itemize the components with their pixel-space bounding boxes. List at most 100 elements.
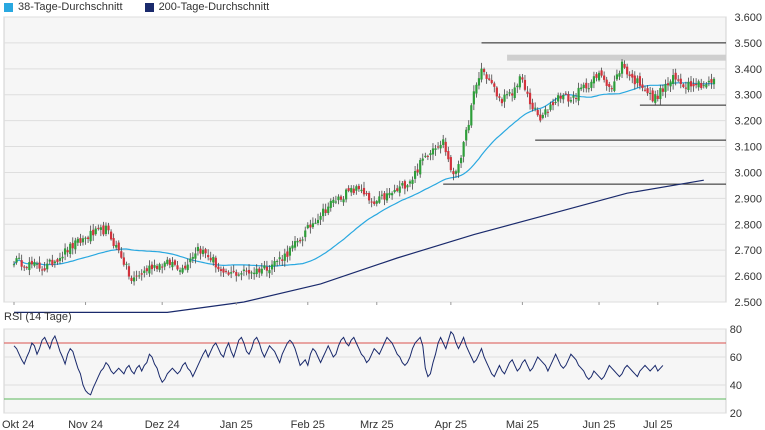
candle-body [293, 241, 297, 248]
candle-body [447, 151, 450, 160]
candle-body [559, 95, 562, 99]
candle [122, 252, 125, 267]
price-tick-label: 2.900 [734, 193, 762, 205]
candle-body [204, 249, 207, 254]
candle-body [345, 189, 348, 200]
candle [393, 184, 396, 194]
candle-body [626, 66, 629, 75]
candle [368, 191, 371, 204]
candle [454, 169, 458, 178]
candle [270, 260, 274, 275]
candle-body [431, 148, 435, 155]
candle-body [498, 96, 501, 98]
candle [46, 258, 49, 273]
candles [12, 59, 716, 286]
candle [705, 82, 708, 89]
candle [161, 263, 164, 274]
candle [260, 262, 263, 276]
candle [419, 157, 422, 178]
candle-body [539, 114, 542, 121]
candle [117, 240, 120, 254]
candle [482, 67, 486, 76]
candle-body [260, 268, 263, 274]
candle [375, 199, 378, 207]
candle-body [20, 260, 23, 267]
candle-body [135, 275, 138, 277]
price-tick-label: 3.600 [734, 12, 762, 24]
candle-body [513, 87, 516, 99]
candle-body [544, 109, 547, 115]
candle-body [115, 244, 118, 248]
price-tick-label: 3.500 [734, 38, 762, 50]
candle-body [342, 199, 345, 203]
candle [28, 257, 31, 276]
candle-body [306, 225, 309, 229]
candle-body [391, 193, 394, 196]
candle [186, 258, 189, 273]
x-axis: Okt 24 Nov 24 Dez 24 Jan 25 Feb 25 Mrz 25 Apr … [2, 302, 672, 430]
candle-body [620, 61, 624, 74]
candle-body [485, 74, 488, 79]
candle-body [222, 268, 225, 273]
candle [296, 238, 299, 247]
candle-body [692, 83, 695, 87]
candle-body [291, 245, 294, 249]
candle-body [176, 265, 179, 270]
candle-body [368, 193, 371, 201]
candle-body [408, 181, 412, 184]
candle [99, 224, 102, 237]
candle-body [562, 95, 565, 100]
candle-body [659, 88, 662, 100]
price-tick-label: 3.400 [734, 64, 762, 76]
x-tick-label: Nov 24 [68, 419, 103, 430]
candle-body [664, 84, 667, 92]
legend-item-sma200[interactable]: 200-Tage-Durchschnitt [144, 1, 269, 13]
candle [222, 266, 225, 277]
candle [306, 222, 309, 230]
candle-body [608, 84, 611, 87]
candle-body [122, 257, 125, 265]
candle-body [564, 93, 567, 95]
candle-body [352, 188, 355, 194]
candle [324, 203, 327, 217]
candle-body [79, 238, 82, 243]
candle-body [674, 72, 677, 80]
candle [273, 256, 276, 273]
candle [209, 251, 212, 263]
candle-body [339, 196, 343, 200]
candle-body [679, 78, 682, 84]
candle-body [449, 157, 452, 171]
candle-body [631, 73, 634, 78]
chart-legend: 38-Tage-Durchschnitt 200-Tage-Durchschni… [4, 1, 269, 13]
legend-item-sma38[interactable]: 38-Tage-Durchschnitt [4, 1, 123, 13]
candle-body [587, 88, 590, 90]
candle-body [413, 171, 417, 179]
candle [23, 265, 26, 272]
candle [620, 59, 624, 78]
candle-body [526, 91, 529, 94]
candle [347, 185, 350, 193]
candle-body [710, 79, 713, 83]
legend-swatch-sma200 [144, 2, 154, 12]
price-panel: 3.600 3.500 3.400 3.300 3.200 3.100 3.000 2.900… [3, 12, 762, 313]
candle-body [99, 227, 102, 230]
candle-body [214, 257, 217, 268]
candle [339, 194, 343, 202]
candle [712, 77, 716, 90]
candle [503, 89, 506, 108]
legend-swatch-sma38 [4, 2, 13, 12]
candle-body [199, 248, 202, 254]
candle-body [697, 81, 700, 88]
candle [569, 96, 573, 104]
candle [505, 90, 509, 99]
candle-body [569, 100, 573, 102]
candle [217, 262, 220, 272]
candle [411, 176, 414, 190]
candle-body [695, 84, 698, 86]
candle [199, 245, 202, 260]
candle [43, 262, 46, 272]
candle [56, 257, 59, 265]
candle [219, 266, 223, 277]
candle-body [258, 268, 261, 273]
candle [316, 213, 320, 226]
